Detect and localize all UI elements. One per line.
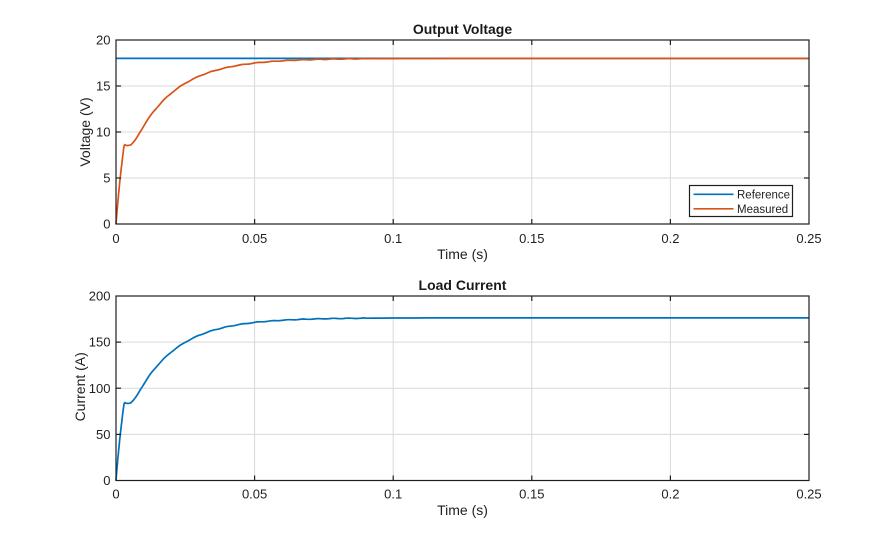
svg-text:0.2: 0.2: [661, 487, 679, 502]
svg-text:5: 5: [103, 171, 110, 186]
svg-text:Reference: Reference: [737, 189, 790, 201]
svg-text:0.05: 0.05: [242, 231, 267, 246]
svg-text:0: 0: [103, 217, 110, 232]
svg-text:150: 150: [89, 335, 111, 350]
svg-text:Output Voltage: Output Voltage: [413, 21, 512, 37]
svg-text:50: 50: [96, 427, 110, 442]
svg-text:200: 200: [89, 289, 111, 304]
svg-text:0.25: 0.25: [796, 487, 821, 502]
svg-text:0.05: 0.05: [242, 487, 267, 502]
svg-text:0.1: 0.1: [384, 231, 402, 246]
svg-text:0.15: 0.15: [519, 231, 544, 246]
svg-text:0.15: 0.15: [519, 487, 544, 502]
svg-text:Time (s): Time (s): [437, 246, 488, 262]
svg-text:0: 0: [103, 473, 110, 488]
svg-text:100: 100: [89, 381, 111, 396]
svg-text:0.1: 0.1: [384, 487, 402, 502]
svg-text:0.2: 0.2: [661, 231, 679, 246]
svg-text:0: 0: [112, 231, 119, 246]
svg-text:0.25: 0.25: [796, 231, 821, 246]
svg-text:Current (A): Current (A): [72, 352, 88, 421]
svg-text:10: 10: [96, 125, 110, 140]
svg-text:Load Current: Load Current: [419, 277, 507, 293]
svg-text:Voltage (V): Voltage (V): [77, 97, 93, 166]
svg-text:20: 20: [96, 33, 110, 48]
svg-text:Time (s): Time (s): [437, 502, 488, 518]
svg-text:Measured: Measured: [737, 204, 788, 216]
svg-text:0: 0: [112, 487, 119, 502]
svg-text:15: 15: [96, 79, 110, 94]
